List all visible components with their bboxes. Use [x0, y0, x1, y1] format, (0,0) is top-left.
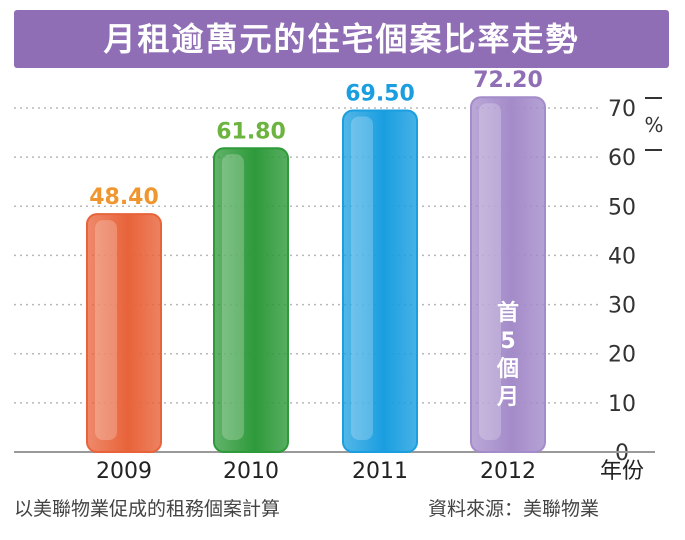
y-tick-label: 50	[608, 195, 636, 220]
y-tick-label: 30	[608, 294, 636, 319]
x-tick-label: 2010	[223, 459, 279, 484]
y-tick-label: 0	[615, 441, 629, 466]
bar-annotation-char: 個	[496, 357, 519, 382]
y-tick-label: 60	[608, 146, 636, 171]
bar	[470, 96, 546, 453]
bar	[213, 147, 289, 453]
bar-highlight	[479, 103, 501, 440]
bar-highlight	[222, 154, 244, 440]
data-label: 69.50	[345, 81, 415, 106]
y-tick-label: 40	[608, 244, 636, 269]
x-axis-label: 年份	[600, 459, 644, 484]
footnote-method: 以美聯物業促成的租務個案計算	[14, 498, 281, 520]
x-tick-label: 2012	[480, 459, 536, 484]
x-tick-label: 2009	[96, 459, 152, 484]
data-label: 72.20	[473, 68, 543, 93]
chart-title: 月租逾萬元的住宅個案比率走勢	[103, 20, 580, 58]
bar-annotation-char: 月	[496, 385, 519, 410]
bar-highlight	[95, 220, 117, 440]
data-label: 48.40	[89, 185, 159, 210]
title-bar: 月租逾萬元的住宅個案比率走勢	[14, 10, 669, 68]
y-axis-unit: %	[644, 113, 663, 137]
bar-annotation-char: 5	[500, 329, 515, 354]
bar	[342, 109, 418, 453]
bar	[86, 213, 162, 453]
bar-annotation: 首	[497, 300, 519, 326]
y-tick-label: 20	[608, 343, 636, 368]
bar-highlight	[351, 116, 373, 440]
x-tick-label: 2011	[352, 459, 408, 484]
footnote-source: 資料來源：美聯物業	[428, 498, 600, 520]
y-tick-label: 10	[608, 392, 636, 417]
data-label: 61.80	[216, 119, 286, 144]
y-tick-label: 70	[608, 97, 636, 122]
